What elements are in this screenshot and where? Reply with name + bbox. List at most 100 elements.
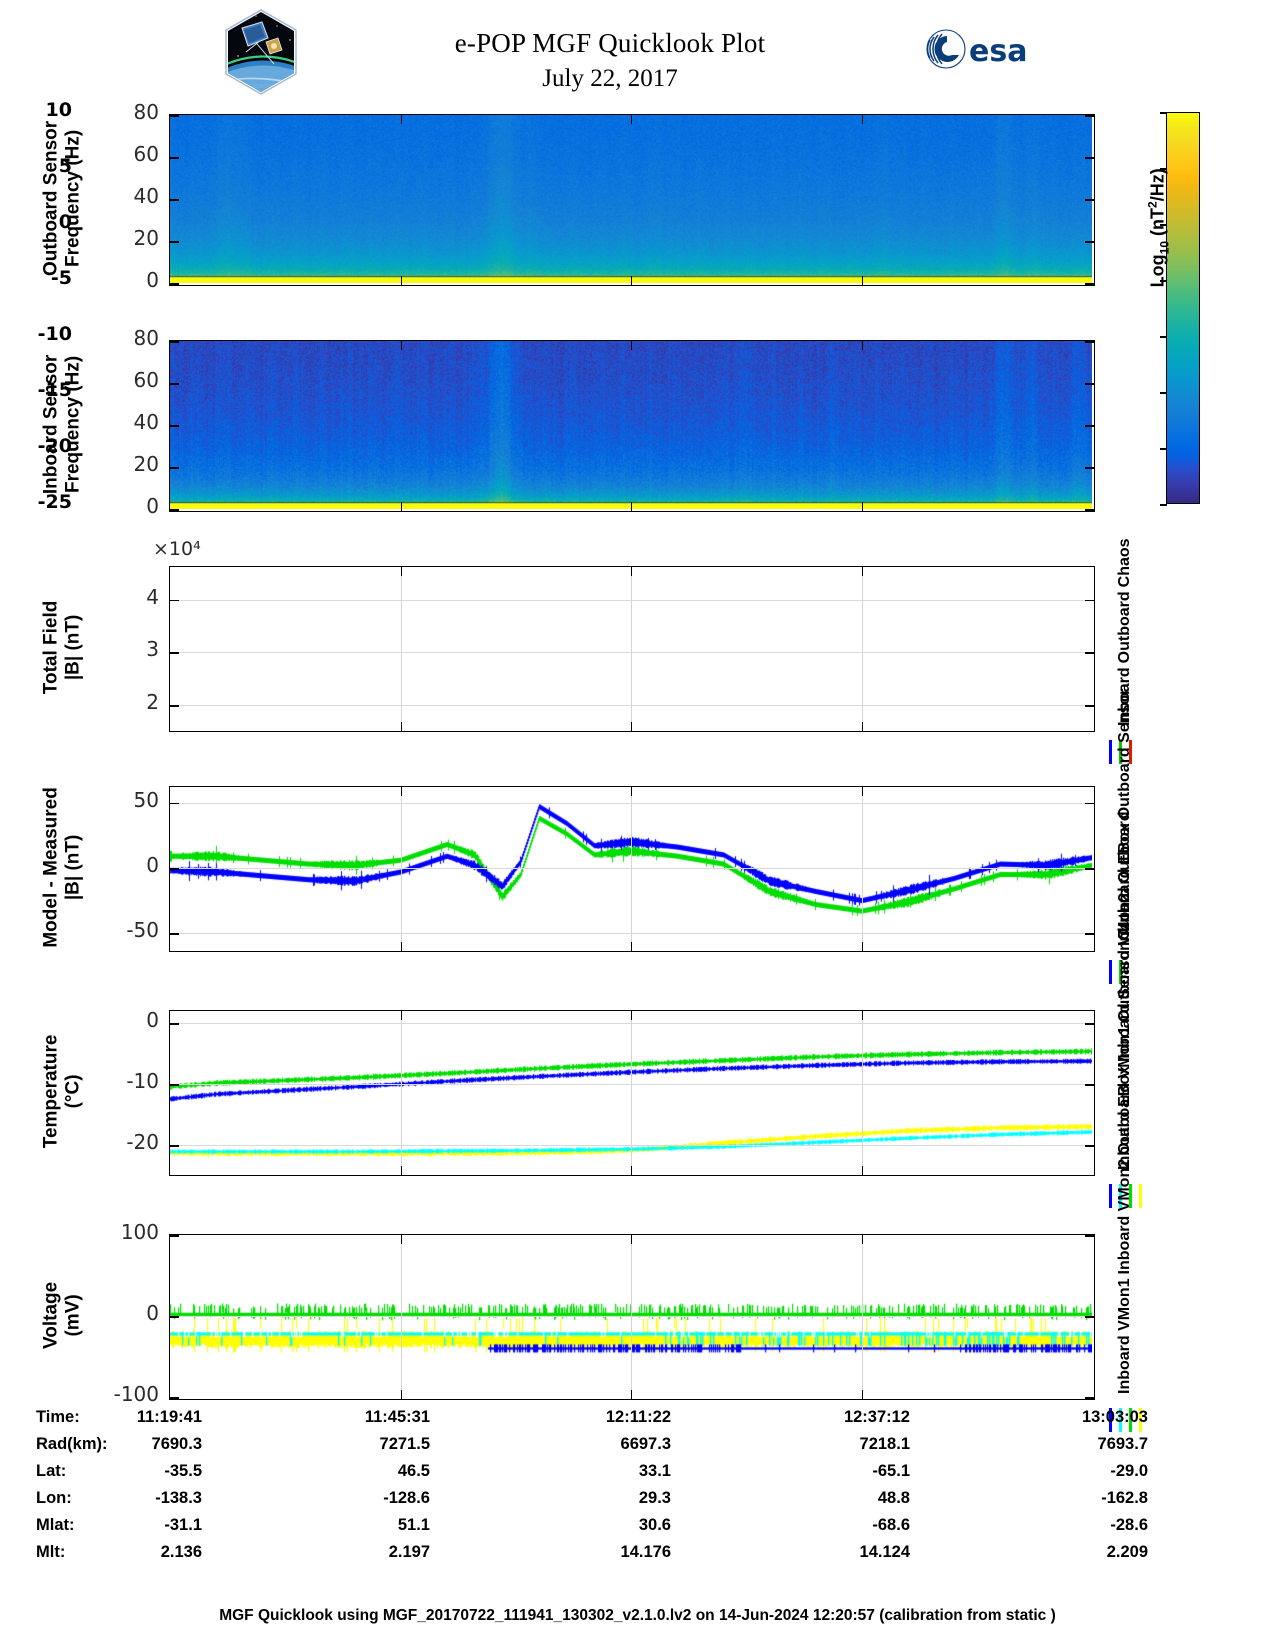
- y-tick-right: [1085, 802, 1094, 805]
- y-tick-right: [1085, 341, 1094, 343]
- horizontal-gridline: [170, 933, 1094, 935]
- ephemeris-row: Mlat: -31.1 51.1 30.6 -68.6 -28.6: [0, 1516, 1275, 1543]
- colorbar-title: Log10 (nT2/Hz): [1145, 168, 1172, 288]
- x-tick-bottom: [861, 1166, 863, 1175]
- cassiope-satellite-logo-icon: CASSIOPE: [225, 9, 297, 95]
- legend-swatch: [1109, 1408, 1112, 1432]
- y-tick-left: [170, 933, 179, 935]
- ephemeris-cell: 2.136: [160, 1543, 202, 1561]
- vertical-gridline: [400, 1235, 402, 1399]
- colorbar-tick-label: -25: [37, 491, 72, 513]
- y-tick-label: 20: [133, 226, 159, 250]
- ephemeris-cell: 2.209: [1106, 1543, 1148, 1561]
- page-subtitle-date: July 22, 2017: [542, 65, 678, 92]
- vertical-gridline: [861, 567, 863, 731]
- colorbar-tick-label: -15: [37, 379, 72, 401]
- x-tick-top: [400, 567, 402, 576]
- x-tick-bottom: [861, 942, 863, 951]
- y-tick-right: [1085, 1235, 1094, 1237]
- y-tick-right: [1085, 199, 1094, 201]
- y-tick-left: [170, 1235, 179, 1237]
- x-tick-bottom: [400, 1166, 402, 1175]
- legend-swatch: [1139, 1184, 1142, 1208]
- colorbar-tick-label: 10: [45, 99, 72, 121]
- y-tick-label: -20: [126, 1130, 159, 1155]
- colorbar-tick-label: -10: [37, 323, 72, 345]
- vertical-gridline: [400, 787, 402, 951]
- horizontal-gridline: [170, 1023, 1094, 1025]
- legend-swatch: [1109, 960, 1112, 984]
- x-tick-bottom: [631, 942, 633, 951]
- x-tick-bottom: [861, 1390, 863, 1399]
- legend-swatch: [1109, 1184, 1112, 1208]
- x-tick-bottom: [631, 722, 633, 731]
- x-tick-bottom: [861, 276, 863, 285]
- y-tick-label: -100: [113, 1382, 159, 1406]
- y-tick-label: 20: [133, 452, 159, 476]
- ephemeris-row-label: Lon:: [36, 1489, 72, 1507]
- y-tick-left: [170, 1397, 179, 1399]
- vertical-gridline: [861, 1235, 863, 1399]
- panel-voltage: [169, 1234, 1095, 1400]
- ephemeris-row: Rad(km): 7690.3 7271.5 6697.3 7218.1 7693.7: [0, 1435, 1275, 1462]
- y-tick-right: [1085, 705, 1094, 707]
- y-tick-label: 80: [133, 326, 159, 350]
- y-tick-right: [1085, 425, 1094, 427]
- x-tick-top: [400, 1235, 402, 1244]
- panel-outboard-spectrogram: [169, 114, 1095, 286]
- y-tick-left: [170, 115, 179, 117]
- x-tick-top: [400, 341, 402, 350]
- x-tick-bottom: [400, 722, 402, 731]
- colorbar-tick-mark: [1160, 112, 1167, 114]
- x-tick-top: [631, 567, 633, 576]
- x-tick-top: [861, 567, 863, 576]
- vertical-gridline: [631, 787, 632, 951]
- y-tick-left: [170, 157, 179, 159]
- colorbar: [1166, 112, 1200, 504]
- plot-canvas-inboard-spectrogram: [170, 341, 1092, 509]
- ephemeris-cell: -29.0: [1110, 1462, 1148, 1480]
- legend-swatch: [1109, 740, 1112, 764]
- y-tick-right: [1085, 283, 1094, 285]
- y-axis-label-outboard-spectrogram: Outboard Sensor Frequency (Hz): [40, 120, 84, 276]
- y-tick-label: 2: [146, 690, 159, 715]
- y-axis-label-total-field: Total Field |B| (nT): [40, 600, 84, 695]
- y-tick-right: [1085, 509, 1094, 511]
- x-tick-bottom: [400, 1390, 402, 1399]
- ephemeris-cell: -31.1: [164, 1516, 202, 1534]
- ephemeris-row-label: Lat:: [36, 1462, 67, 1480]
- y-tick-label: 40: [133, 184, 159, 208]
- ephemeris-cell: 2.197: [388, 1543, 430, 1561]
- page-title: e-POP MGF Quicklook Plot: [454, 28, 766, 58]
- y-tick-label: 0: [146, 494, 159, 518]
- ephemeris-cell: 46.5: [397, 1462, 430, 1480]
- y-tick-right: [1085, 157, 1094, 159]
- esa-wordmark: esa: [969, 34, 1027, 69]
- ephemeris-cell: 33.1: [638, 1462, 671, 1480]
- ephemeris-cell: 11:45:31: [364, 1408, 430, 1426]
- ephemeris-cell: 14.176: [620, 1543, 671, 1561]
- y-tick-left: [170, 868, 179, 870]
- ephemeris-cell: 12:37:12: [843, 1408, 910, 1426]
- horizontal-gridline: [170, 868, 1094, 869]
- legend-swatch: [1139, 1408, 1142, 1432]
- colorbar-tick-label: -20: [37, 435, 72, 457]
- legend-swatch: [1129, 740, 1132, 764]
- x-tick-bottom: [400, 942, 402, 951]
- x-tick-top: [400, 1011, 402, 1020]
- x-tick-top: [631, 341, 633, 350]
- y-tick-right: [1085, 652, 1094, 655]
- ephemeris-row: Time: 11:19:41 11:45:31 12:11:22 12:37:12 13:…: [0, 1408, 1275, 1435]
- y-tick-right: [1085, 1397, 1094, 1399]
- ephemeris-row-label: Rad(km):: [36, 1435, 108, 1453]
- ephemeris-cell: -68.6: [872, 1516, 910, 1534]
- ephemeris-cell: 7690.3: [151, 1435, 202, 1453]
- y-axis-label-model-minus-measured: Model - Measured |B| (nT): [40, 787, 84, 948]
- y-axis-label-temperature: Temperature (°C): [40, 1034, 84, 1149]
- panel-temperature: [169, 1010, 1095, 1176]
- panel-total-field: [169, 566, 1095, 732]
- ephemeris-cell: 48.8: [877, 1489, 910, 1507]
- ephemeris-cell: 7271.5: [379, 1435, 430, 1453]
- ephemeris-cell: 29.3: [638, 1489, 671, 1507]
- y-axis-exponent: ×10⁴: [153, 538, 201, 560]
